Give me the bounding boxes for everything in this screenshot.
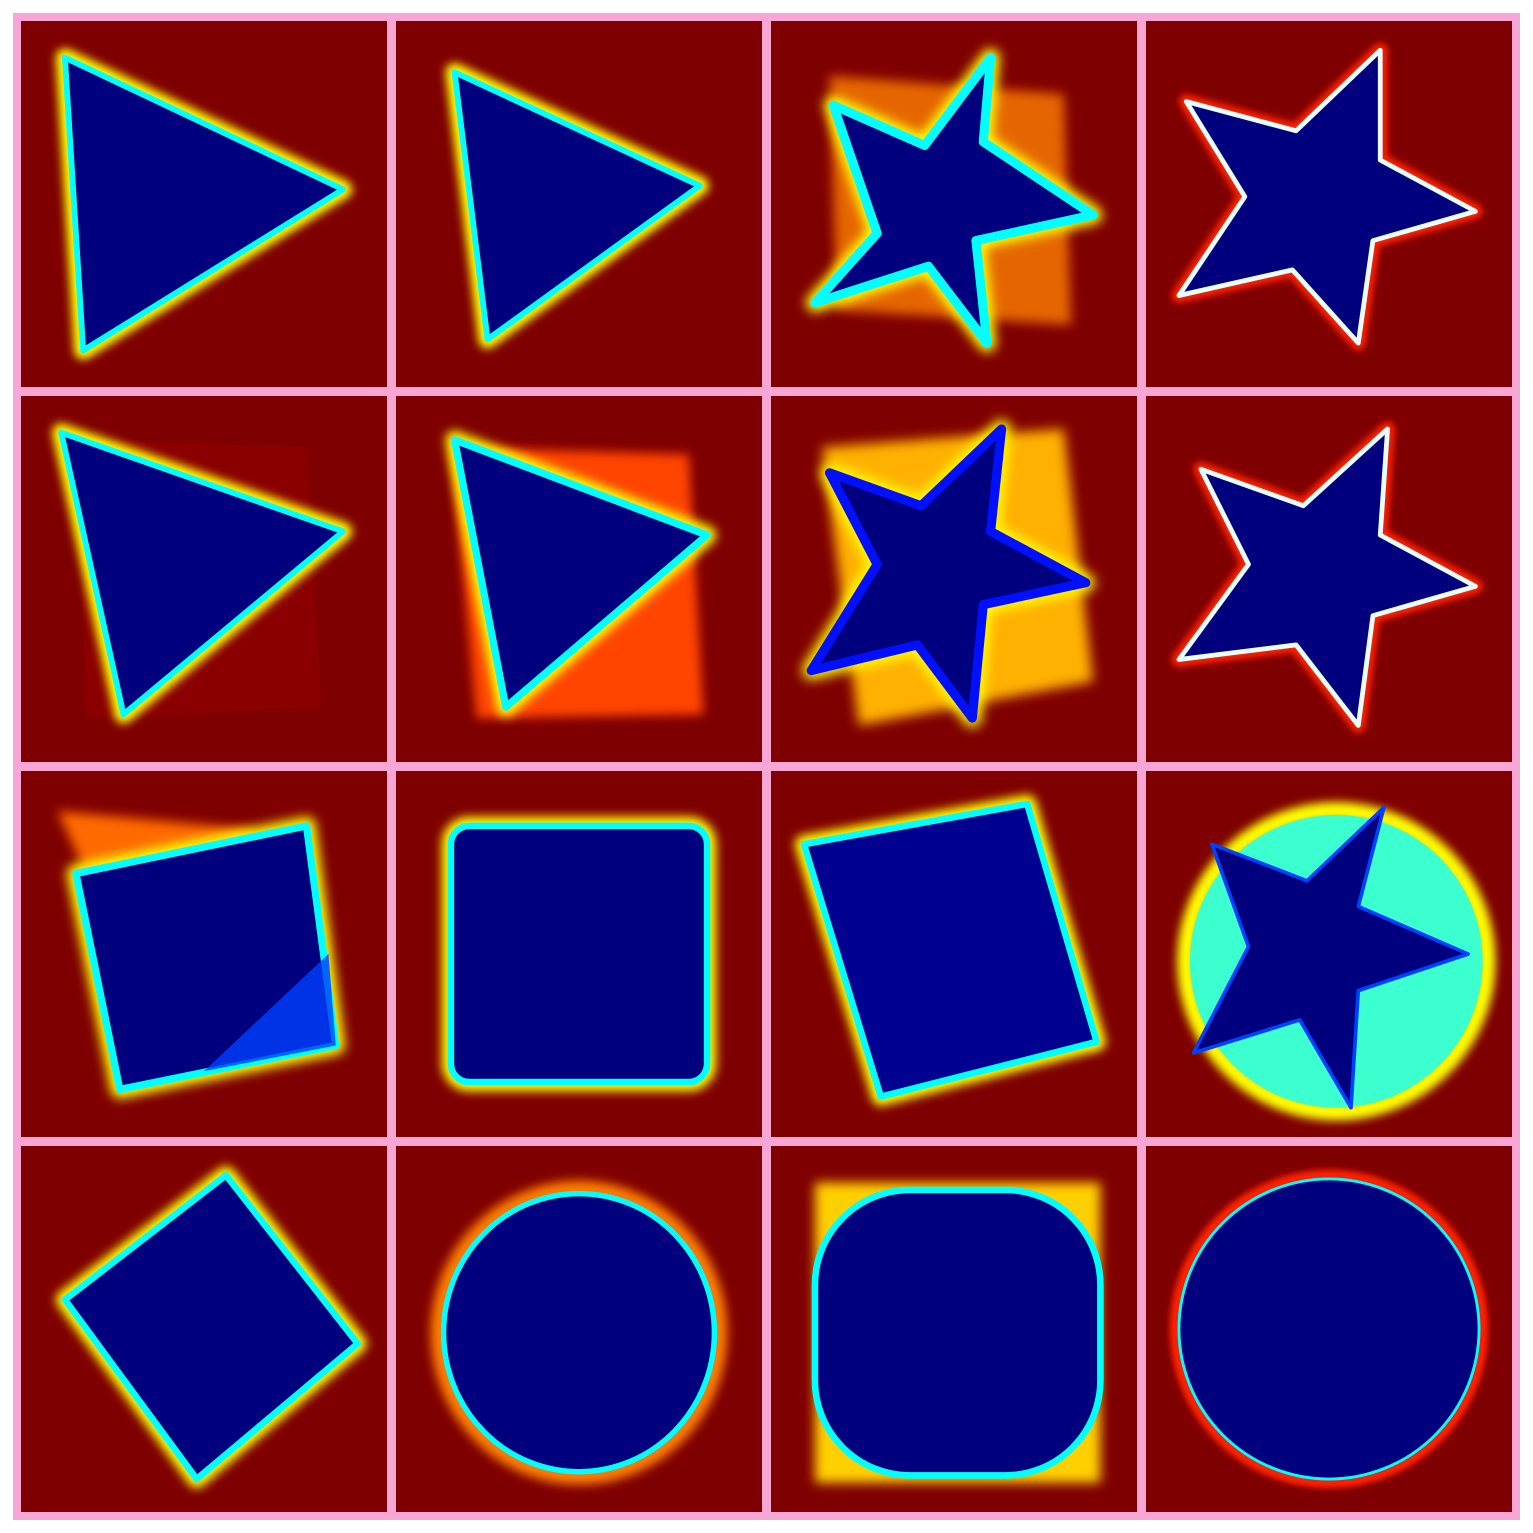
shape-circle <box>440 1190 718 1475</box>
panel-star <box>771 21 1137 387</box>
shape-star <box>806 424 1091 723</box>
panel-star <box>1146 21 1512 387</box>
shape-square <box>447 822 711 1086</box>
shape-triangle <box>58 429 347 718</box>
halo <box>1169 1169 1489 1489</box>
panel-square <box>396 771 762 1137</box>
shape-triangle <box>451 69 703 343</box>
panel-triangle <box>21 396 387 762</box>
panel-star <box>1146 396 1512 762</box>
panel-circle-star <box>1146 771 1512 1137</box>
panel-square <box>21 771 387 1137</box>
shape-square <box>800 800 1101 1101</box>
shape-star <box>1191 805 1470 1110</box>
shape-circle <box>811 1186 1104 1479</box>
panel-triangle <box>396 21 762 387</box>
shape-triangle <box>450 436 711 711</box>
shading <box>204 954 336 1072</box>
shape-triangle <box>61 54 347 354</box>
halo <box>430 1180 728 1485</box>
panel-circle <box>396 1146 762 1512</box>
panel-circle <box>771 1146 1137 1512</box>
panel-triangle <box>396 396 762 762</box>
image-grid <box>13 13 1520 1520</box>
shape-circle <box>1177 1177 1481 1481</box>
panel-square <box>21 1146 387 1512</box>
shape-star <box>1176 426 1478 728</box>
shape-square <box>61 1171 362 1483</box>
panel-triangle <box>21 21 387 387</box>
panel-square <box>771 771 1137 1137</box>
panel-circle <box>1146 1146 1512 1512</box>
panel-star <box>771 396 1137 762</box>
halo <box>1177 802 1496 1121</box>
shape-star <box>810 53 1098 348</box>
shape-star <box>1176 47 1478 346</box>
